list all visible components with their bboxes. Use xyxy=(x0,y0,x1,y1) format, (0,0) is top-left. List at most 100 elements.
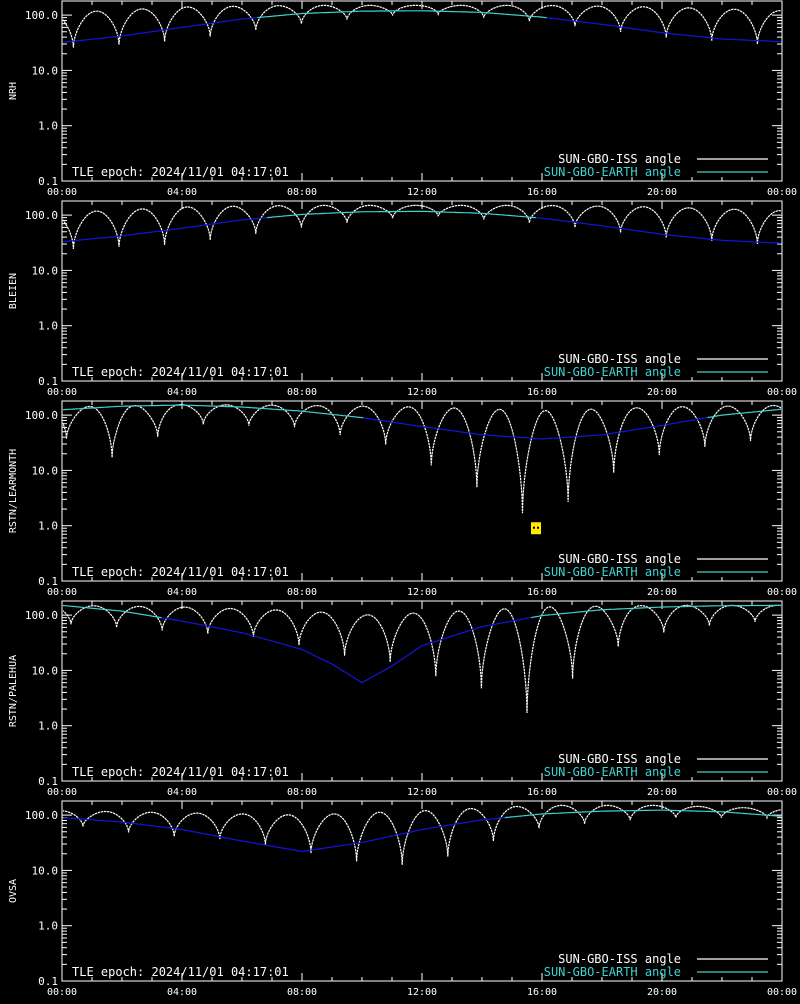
series-earth-angle-line xyxy=(505,810,782,818)
y-tick-label: 1.0 xyxy=(38,520,58,533)
series-iss-angle-line xyxy=(62,605,782,713)
x-tick-label: 00:00 xyxy=(767,187,797,198)
y-axis-label: RSTN/LEARMONTH xyxy=(8,449,19,533)
x-tick-label: 20:00 xyxy=(647,187,677,198)
x-tick-label: 12:00 xyxy=(407,587,437,598)
y-tick-label: 100.0 xyxy=(25,9,58,22)
x-tick-label: 00:00 xyxy=(47,987,77,998)
y-axis-label: OVSA xyxy=(8,879,19,903)
legend-iss-label: SUN-GBO-ISS angle xyxy=(558,952,681,966)
x-tick-label: 20:00 xyxy=(647,587,677,598)
legend-earth-label: SUN-GBO-EARTH angle xyxy=(544,565,681,579)
series-earth-angle-line xyxy=(267,211,536,217)
y-tick-label: 100.0 xyxy=(25,409,58,422)
x-tick-label: 00:00 xyxy=(47,187,77,198)
x-tick-label: 20:00 xyxy=(647,387,677,398)
x-tick-label: 12:00 xyxy=(407,787,437,798)
x-tick-label: 00:00 xyxy=(767,587,797,598)
x-tick-label: 16:00 xyxy=(527,787,557,798)
y-tick-label: 1.0 xyxy=(38,720,58,733)
legend-iss-label: SUN-GBO-ISS angle xyxy=(558,552,681,566)
x-tick-label: 00:00 xyxy=(767,987,797,998)
plot-area xyxy=(62,205,782,249)
legend-earth-label: SUN-GBO-EARTH angle xyxy=(544,365,681,379)
x-tick-label: 12:00 xyxy=(407,387,437,398)
y-tick-label: 1.0 xyxy=(38,320,58,333)
plot-area xyxy=(62,805,782,864)
y-tick-label: 1.0 xyxy=(38,120,58,133)
series-iss-angle-line xyxy=(62,805,782,864)
series-earth-angle-line xyxy=(258,11,547,18)
flag-marker xyxy=(531,522,541,534)
legend-iss-label: SUN-GBO-ISS angle xyxy=(558,352,681,366)
y-tick-label: 100.0 xyxy=(25,809,58,822)
tle-epoch-annotation: TLE epoch: 2024/11/01 04:17:01 xyxy=(72,365,289,379)
x-tick-label: 08:00 xyxy=(287,987,317,998)
x-tick-label: 20:00 xyxy=(647,987,677,998)
x-tick-label: 00:00 xyxy=(47,787,77,798)
x-tick-label: 20:00 xyxy=(647,787,677,798)
legend-earth-label: SUN-GBO-EARTH angle xyxy=(544,765,681,779)
x-tick-label: 04:00 xyxy=(167,187,197,198)
y-tick-label: 10.0 xyxy=(32,264,59,277)
x-tick-label: 00:00 xyxy=(767,387,797,398)
x-tick-label: 00:00 xyxy=(47,587,77,598)
series-earth-angle-line xyxy=(547,18,782,42)
series-earth-angle-line xyxy=(162,618,532,683)
x-tick-label: 08:00 xyxy=(287,787,317,798)
x-tick-label: 04:00 xyxy=(167,387,197,398)
x-tick-label: 08:00 xyxy=(287,387,317,398)
legend-iss-label: SUN-GBO-ISS angle xyxy=(558,752,681,766)
series-earth-angle-line xyxy=(536,218,782,244)
y-tick-label: 100.0 xyxy=(25,609,58,622)
y-tick-label: 100.0 xyxy=(25,209,58,222)
series-earth-angle-line xyxy=(62,605,162,617)
tle-epoch-annotation: TLE epoch: 2024/11/01 04:17:01 xyxy=(72,565,289,579)
y-tick-label: 10.0 xyxy=(32,64,59,77)
x-tick-label: 00:00 xyxy=(767,787,797,798)
plot-area xyxy=(62,5,782,47)
series-earth-angle-line xyxy=(363,418,707,439)
series-earth-angle-line xyxy=(62,18,258,43)
legend-iss-label: SUN-GBO-ISS angle xyxy=(558,152,681,166)
legend-earth-label: SUN-GBO-EARTH angle xyxy=(544,965,681,979)
x-tick-label: 08:00 xyxy=(287,587,317,598)
flag-marker-dot xyxy=(537,527,539,529)
y-tick-label: 1.0 xyxy=(38,920,58,933)
x-tick-label: 12:00 xyxy=(407,987,437,998)
series-iss-angle-line xyxy=(62,5,782,47)
series-iss-angle-line xyxy=(62,205,782,249)
x-tick-label: 00:00 xyxy=(47,387,77,398)
series-iss-angle-line xyxy=(62,405,782,514)
x-tick-label: 16:00 xyxy=(527,987,557,998)
y-tick-label: 10.0 xyxy=(32,664,59,677)
legend-earth-label: SUN-GBO-EARTH angle xyxy=(544,165,681,179)
tle-epoch-annotation: TLE epoch: 2024/11/01 04:17:01 xyxy=(72,165,289,179)
x-tick-label: 04:00 xyxy=(167,587,197,598)
x-tick-label: 04:00 xyxy=(167,787,197,798)
plot-area xyxy=(62,605,782,713)
y-axis-label: RSTN/PALEHUA xyxy=(8,655,19,727)
y-axis-label: NRH xyxy=(8,82,19,100)
plot-area xyxy=(62,405,782,535)
x-tick-label: 08:00 xyxy=(287,187,317,198)
y-tick-label: 10.0 xyxy=(32,864,59,877)
x-tick-label: 12:00 xyxy=(407,187,437,198)
x-tick-label: 16:00 xyxy=(527,387,557,398)
x-tick-label: 16:00 xyxy=(527,587,557,598)
series-earth-angle-line xyxy=(62,405,363,418)
y-axis-label: BLEIEN xyxy=(8,273,19,309)
x-tick-label: 04:00 xyxy=(167,987,197,998)
tle-epoch-annotation: TLE epoch: 2024/11/01 04:17:01 xyxy=(72,965,289,979)
series-earth-angle-line xyxy=(62,218,267,242)
